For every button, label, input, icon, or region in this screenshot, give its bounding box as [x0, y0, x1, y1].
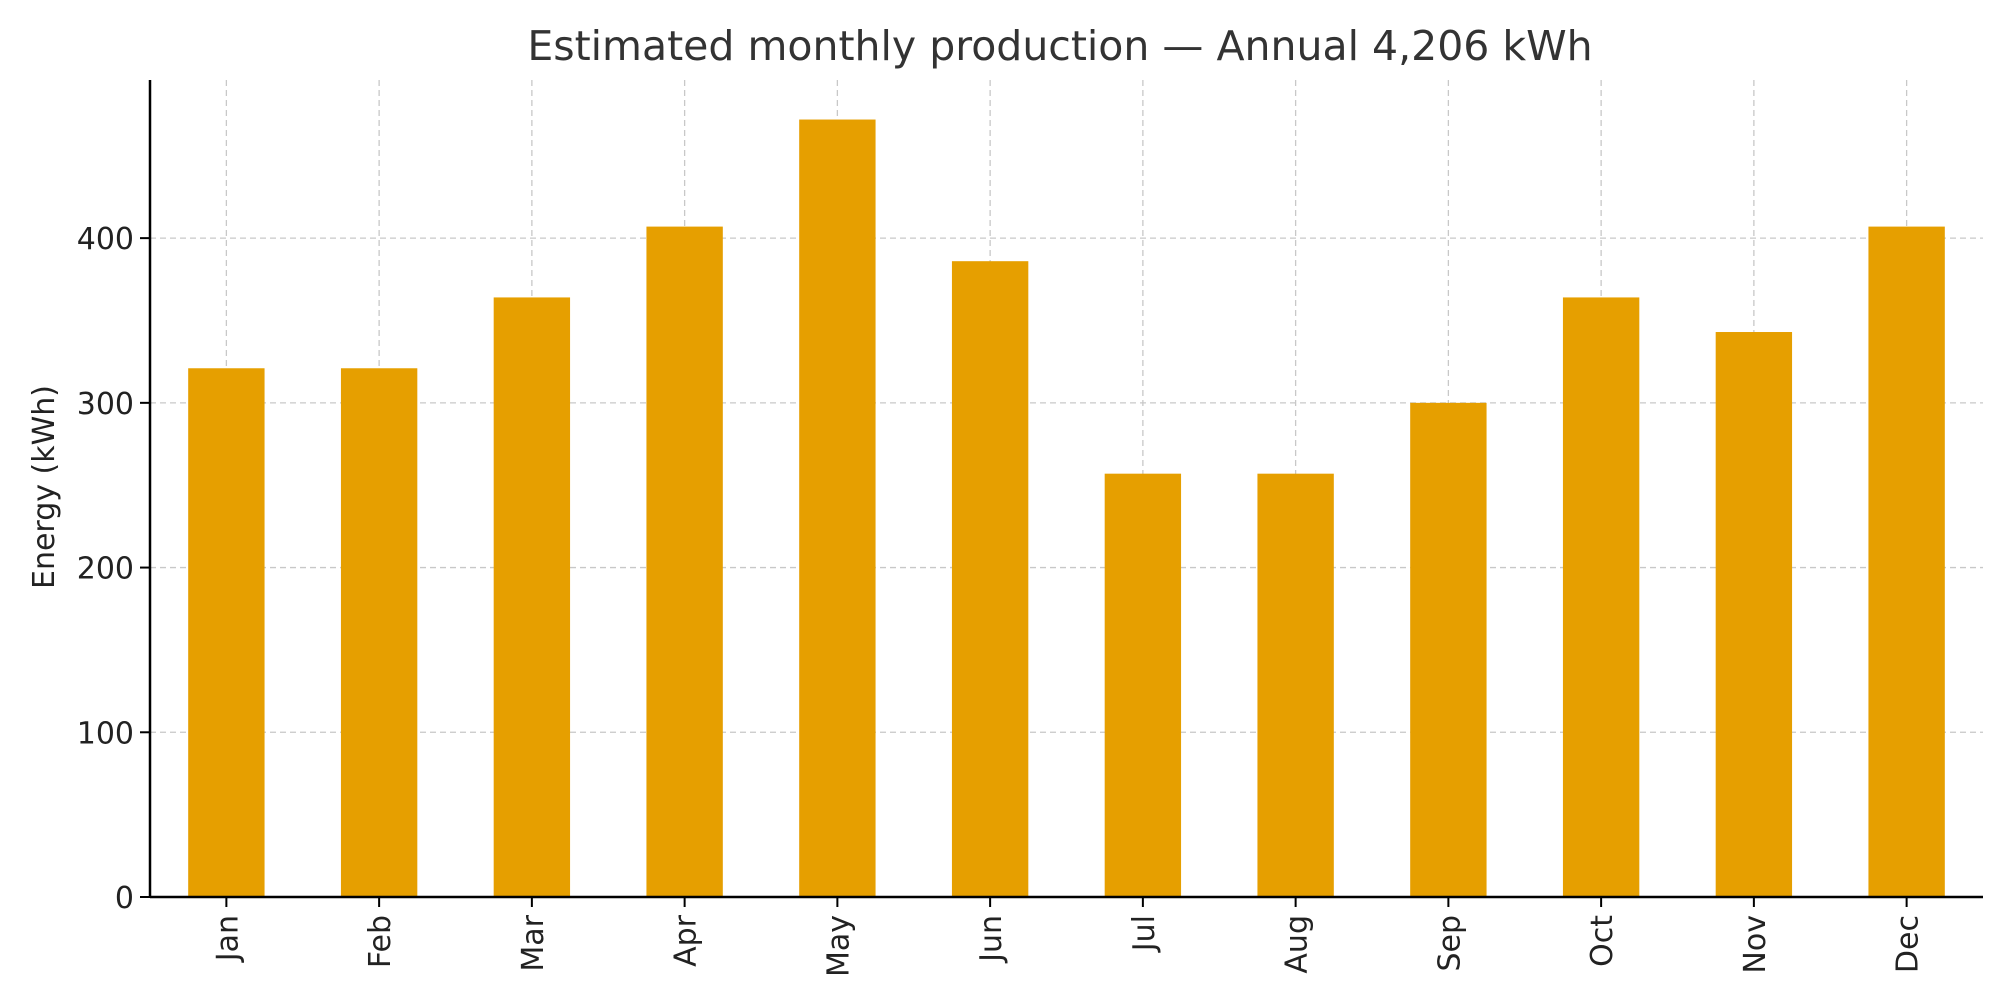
x-tick-label-feb: Feb: [363, 915, 398, 968]
bar-layer: [188, 119, 1945, 898]
bar-mar: [493, 297, 571, 897]
x-tick-label-oct: Oct: [1585, 915, 1620, 967]
x-tick-label-apr: Apr: [669, 914, 704, 967]
y-tick-label: 0: [115, 881, 134, 916]
x-tick-label-jun: Jun: [974, 915, 1009, 964]
bar-may: [799, 119, 876, 898]
bar-jul: [1104, 473, 1182, 897]
bar-aug: [1257, 473, 1334, 897]
y-tick-label: 400: [77, 222, 134, 257]
bar-dec: [1868, 226, 1945, 898]
x-tick-label-mar: Mar: [516, 914, 551, 971]
bar-nov: [1715, 332, 1793, 897]
x-tick-label-jan: Jan: [210, 915, 245, 963]
x-tick-label-dec: Dec: [1891, 915, 1926, 973]
y-axis-label: Energy (kWh): [27, 385, 62, 589]
bar-apr: [646, 226, 723, 898]
label-layer: Estimated monthly production — Annual 4,…: [27, 22, 1593, 589]
bar-jun: [951, 261, 1029, 897]
x-tick-label-jul: Jul: [1127, 915, 1162, 953]
x-tick-label-may: May: [821, 915, 856, 977]
bar-feb: [340, 368, 418, 897]
y-tick-label: 100: [77, 716, 134, 751]
bar-jan: [188, 368, 265, 897]
x-tick-label-nov: Nov: [1738, 915, 1773, 974]
bar-oct: [1562, 297, 1640, 897]
chart-title: Estimated monthly production — Annual 4,…: [527, 22, 1592, 70]
axis-layer: 0 100 200 300 400 Jan Feb Mar Apr May Jun Jul Aug Sep…: [77, 80, 1983, 977]
x-tick-label-sep: Sep: [1432, 915, 1467, 972]
y-tick-label: 300: [77, 387, 134, 422]
bar-sep: [1410, 402, 1487, 897]
x-tick-label-aug: Aug: [1280, 915, 1315, 974]
grid-layer: [150, 80, 1983, 897]
y-tick-label: 200: [77, 552, 134, 587]
